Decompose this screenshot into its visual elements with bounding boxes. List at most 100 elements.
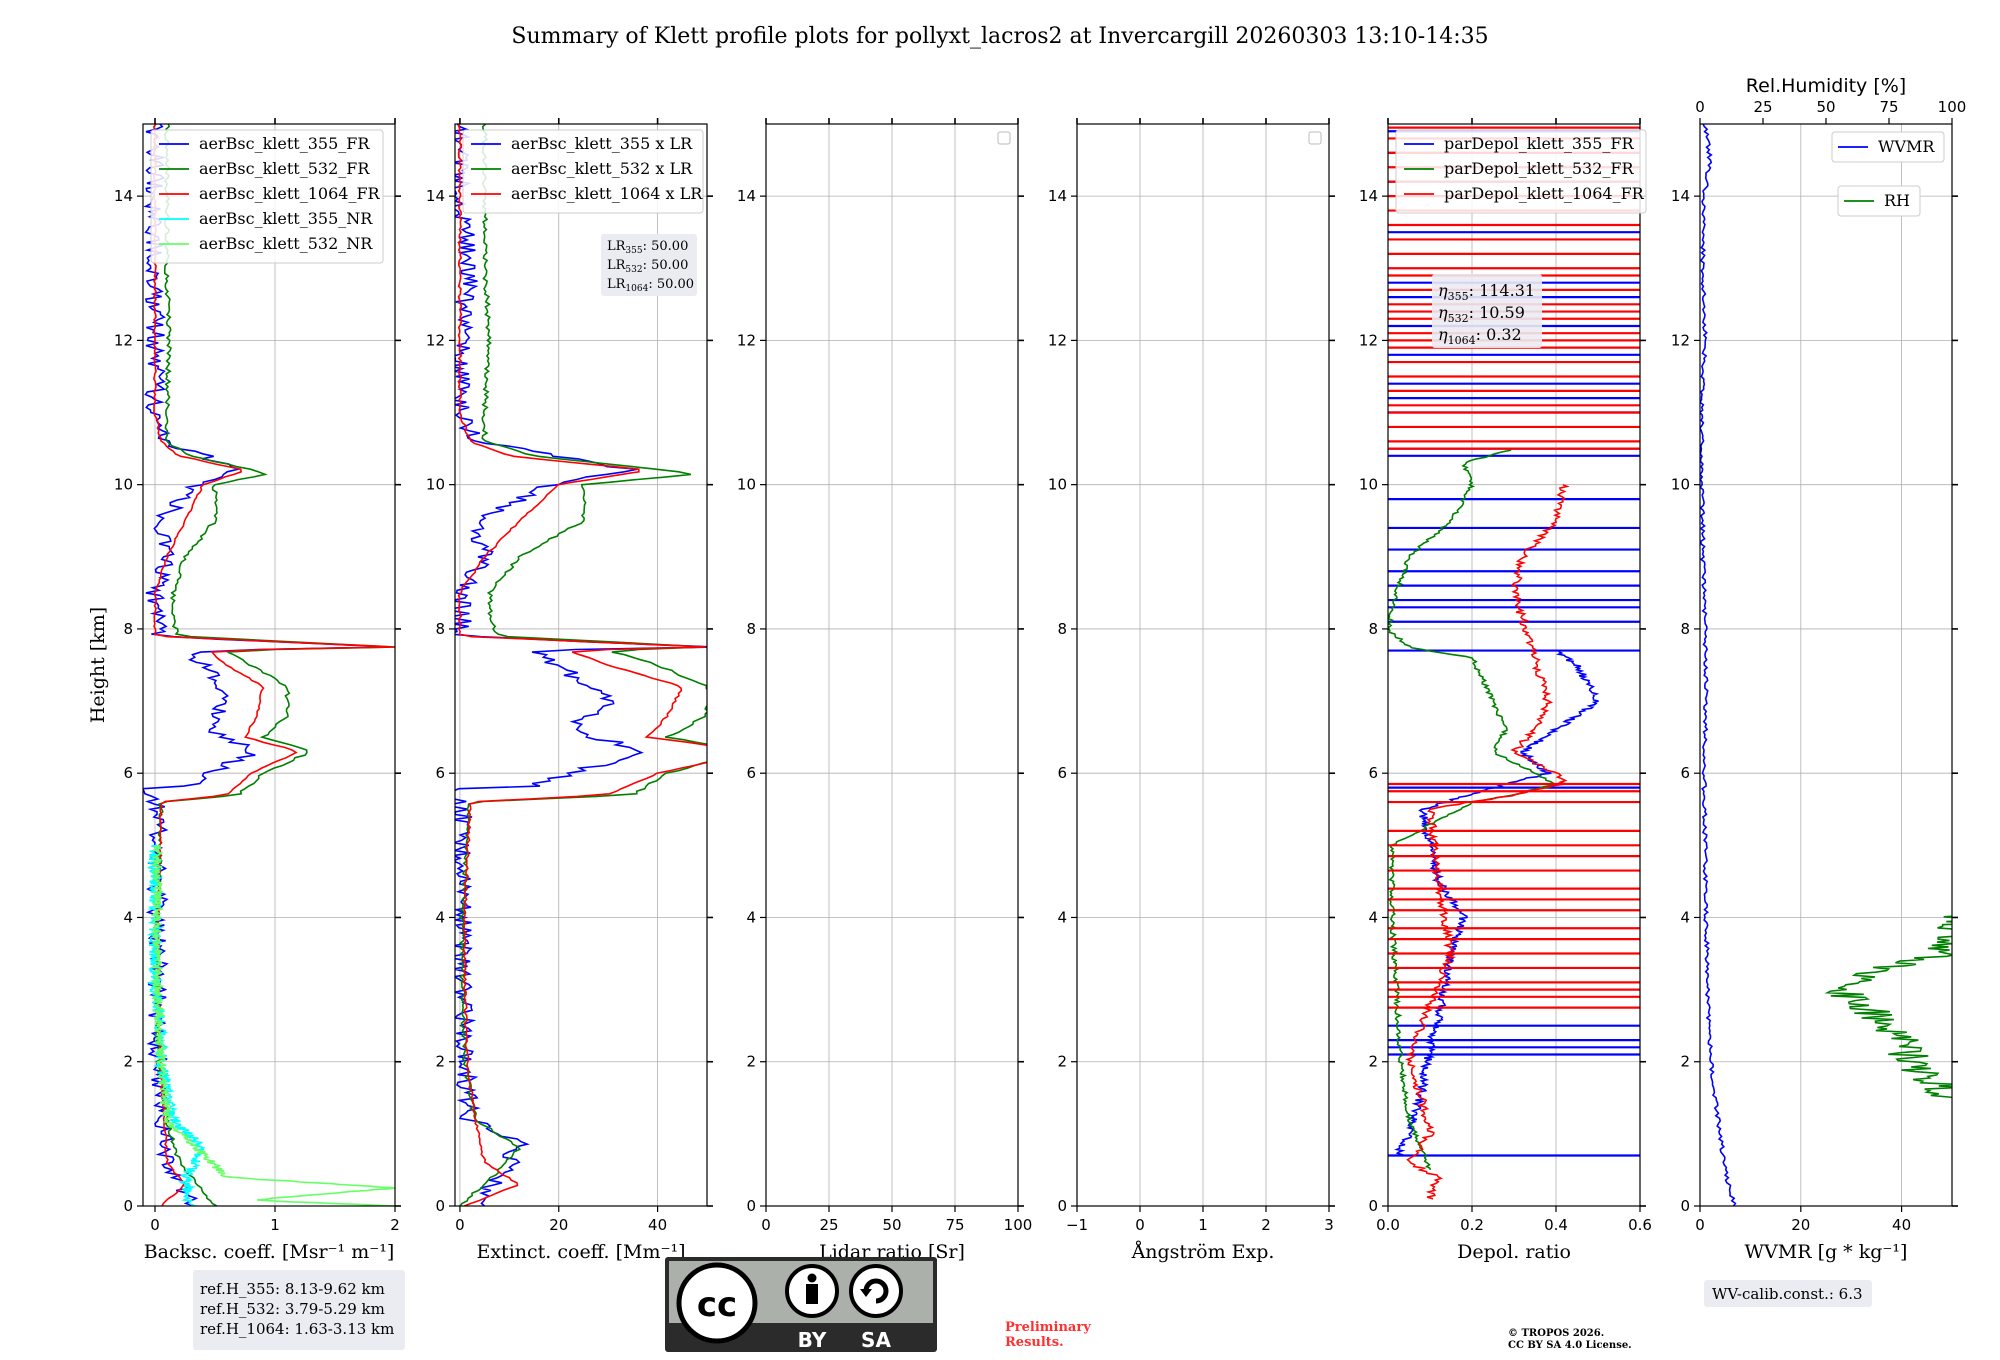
ref-height-1064: ref.H_1064: 1.63-3.13 km: [200, 1320, 394, 1338]
series-line-aerBsc_klett_532_NR: [149, 844, 395, 1206]
legend-box: [1837, 185, 1921, 217]
y-tick-label: 10: [1048, 476, 1067, 494]
y-tick-label: 6: [1680, 764, 1690, 782]
lr-annotation: LR355: 50.00: [607, 239, 688, 256]
axes-frame: [454, 123, 708, 1207]
axes-frame: [1387, 123, 1641, 1207]
top-x-tick-label: 25: [1753, 98, 1772, 116]
y-tick-label: 2: [1368, 1053, 1378, 1071]
series-line-parDepol_klett_1064_FR: [1405, 483, 1570, 1200]
series-line-RH: [1824, 915, 1952, 1099]
y-tick-label: 8: [1680, 620, 1690, 638]
y-tick-label: 14: [737, 187, 756, 205]
wv-calib-box: WV-calib.const.: 6.3: [1704, 1280, 1872, 1307]
y-tick-label: 0: [746, 1197, 756, 1215]
legend-label: parDepol_klett_532_FR: [1444, 159, 1635, 178]
ref-height-532: ref.H_532: 3.79-5.29 km: [200, 1300, 385, 1318]
series-group-bsc: [143, 124, 395, 1206]
series-group-ext: [455, 124, 707, 1206]
panel-wv: 0 2 4 6 8 10 12 14 0 20 40 WVMR [g * kg⁻¹] 0 25 50 75 10…: [1671, 75, 1966, 1263]
y-tick-label: 2: [746, 1053, 756, 1071]
y-tick-label: 4: [1368, 908, 1378, 926]
y-tick-label: 2: [1057, 1053, 1067, 1071]
y-tick-label: 8: [123, 620, 133, 638]
x-tick-label: 0: [761, 1216, 771, 1234]
wv-calib-label: WV-calib.const.: 6.3: [1712, 1285, 1863, 1303]
x-axis-label: Extinct. coeff. [Mm⁻¹]: [476, 1241, 685, 1263]
x-tick-label: 0: [455, 1216, 465, 1234]
series-line-parDepol_klett_355_FR: [1394, 650, 1600, 1157]
series-line-aerBsc_klett_1064_FR: [152, 124, 395, 1206]
x-tick-label: 3: [1324, 1216, 1334, 1234]
y-tick-label: 14: [426, 187, 445, 205]
series-line-aerBsc_klett_532 x LR: [458, 124, 707, 1206]
x-tick-label: 0.0: [1376, 1216, 1400, 1234]
y-tick-label: 4: [746, 908, 756, 926]
panel-dep: 0 2 4 6 8 10 12 14 0.0 0.2 0.4 0.6 Depol. ratio parDe…: [1359, 118, 1652, 1263]
legend-label: aerBsc_klett_355_NR: [199, 209, 373, 228]
preliminary-line1: Preliminary: [1005, 1320, 1091, 1335]
legend-label: aerBsc_klett_532 x LR: [511, 159, 693, 178]
copyright-line2: CC BY SA 4.0 License.: [1508, 1340, 1632, 1351]
y-tick-label: 4: [123, 908, 133, 926]
x-axis-label: WVMR [g * kg⁻¹]: [1745, 1241, 1908, 1263]
legend-label: RH: [1884, 191, 1910, 210]
y-tick-label: 8: [746, 620, 756, 638]
top-x-tick-label: 75: [1879, 98, 1898, 116]
axes-frame: [1699, 123, 1953, 1207]
y-tick-label: 0: [1057, 1197, 1067, 1215]
x-tick-label: 40: [648, 1216, 667, 1234]
y-tick-label: 0: [1368, 1197, 1378, 1215]
axes-frame: [142, 123, 396, 1207]
series-group-wv: [1700, 124, 1952, 1206]
x-tick-label: 0: [1135, 1216, 1145, 1234]
x-tick-label: 0.6: [1628, 1216, 1652, 1234]
series-line-aerBsc_klett_532_FR: [153, 124, 395, 1206]
top-x-axis-label: Rel.Humidity [%]: [1746, 75, 1906, 97]
x-tick-label: 75: [945, 1216, 964, 1234]
preliminary-line2: Results.: [1005, 1335, 1064, 1350]
y-tick-label: 12: [737, 331, 756, 349]
x-tick-label: 20: [1791, 1216, 1810, 1234]
panel-ext: 0 2 4 6 8 10 12 14 0 20 40 Extinct. coeff. [Mm⁻¹] ae…: [426, 118, 713, 1263]
y-tick-label: 12: [1048, 331, 1067, 349]
lr-annotation-box: [601, 234, 697, 296]
y-tick-label: 6: [435, 764, 445, 782]
x-tick-label: 0: [1695, 1216, 1705, 1234]
legend-box: [1831, 131, 1945, 163]
lr-annotation: LR532: 50.00: [607, 258, 688, 275]
legend-box: [1395, 129, 1647, 214]
legend-label: WVMR: [1878, 137, 1935, 156]
y-tick-label: 10: [114, 476, 133, 494]
top-x-tick-label: 50: [1816, 98, 1835, 116]
legend-label: parDepol_klett_355_FR: [1444, 134, 1635, 153]
y-axis-label: Height [km]: [87, 607, 109, 723]
y-tick-label: 2: [435, 1053, 445, 1071]
lr-annotation: LR1064: 50.00: [607, 277, 694, 294]
cc-license-badge: cc BY SA: [665, 1257, 937, 1352]
y-tick-label: 2: [123, 1053, 133, 1071]
x-tick-label: 0: [150, 1216, 160, 1234]
y-tick-label: 8: [435, 620, 445, 638]
x-tick-label: 2: [390, 1216, 400, 1234]
legend-label: parDepol_klett_1064_FR: [1444, 184, 1645, 203]
x-tick-label: 50: [882, 1216, 901, 1234]
y-tick-label: 12: [1359, 331, 1378, 349]
legend-label: aerBsc_klett_1064 x LR: [511, 184, 703, 203]
x-tick-label: 0.2: [1460, 1216, 1484, 1234]
ref-height-box: ref.H_355: 8.13-9.62 km ref.H_532: 3.79-…: [193, 1270, 405, 1350]
top-x-tick-label: 0: [1695, 98, 1705, 116]
empty-legend-box: [997, 131, 1011, 145]
y-tick-label: 10: [426, 476, 445, 494]
y-tick-label: 12: [1671, 331, 1690, 349]
x-tick-label: 40: [1892, 1216, 1911, 1234]
y-tick-label: 0: [123, 1197, 133, 1215]
cc-icon-glyph: cc: [697, 1285, 737, 1325]
legend-label: aerBsc_klett_1064_FR: [199, 184, 381, 203]
y-tick-label: 4: [1057, 908, 1067, 926]
eta-annotation: η1064: 0.32: [1438, 325, 1522, 347]
series-line-parDepol_klett_532_FR: [1388, 448, 1555, 1171]
